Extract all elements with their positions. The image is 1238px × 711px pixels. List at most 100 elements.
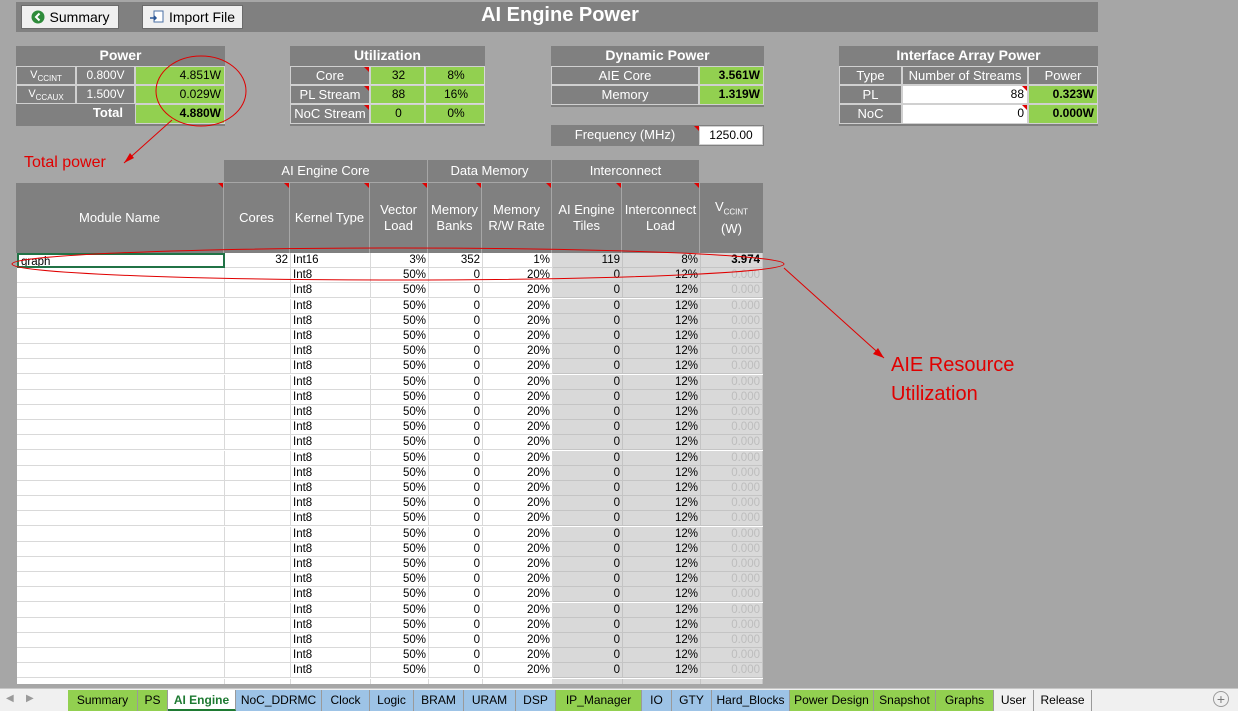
- vector-load-cell[interactable]: 50%: [371, 602, 429, 618]
- vector-load-cell[interactable]: 50%: [371, 450, 429, 466]
- memory-rw-cell[interactable]: 20%: [483, 481, 553, 496]
- vector-load-cell[interactable]: 50%: [371, 481, 429, 496]
- kernel-type-cell[interactable]: Int8: [291, 329, 371, 344]
- cores-cell[interactable]: [225, 617, 291, 633]
- memory-rw-cell[interactable]: 20%: [483, 268, 553, 284]
- cores-cell[interactable]: [225, 587, 291, 603]
- memory-banks-cell[interactable]: 0: [429, 648, 483, 664]
- module-name-cell[interactable]: [17, 572, 225, 588]
- kernel-type-cell[interactable]: Int8: [291, 313, 371, 329]
- vector-load-cell[interactable]: 50%: [371, 389, 429, 405]
- cores-cell[interactable]: [225, 298, 291, 314]
- tab-scroll-right-icon[interactable]: ▶: [26, 693, 34, 704]
- memory-rw-cell[interactable]: 20%: [483, 344, 553, 360]
- kernel-type-cell[interactable]: Int8: [291, 648, 371, 664]
- memory-banks-cell[interactable]: 0: [429, 389, 483, 405]
- module-name-cell[interactable]: [17, 648, 225, 664]
- module-name-cell[interactable]: [17, 420, 225, 436]
- kernel-type-cell[interactable]: Int8: [291, 450, 371, 466]
- cores-cell[interactable]: [225, 329, 291, 344]
- vector-load-cell[interactable]: 50%: [371, 329, 429, 344]
- module-name-cell[interactable]: [17, 481, 225, 496]
- memory-rw-cell[interactable]: 20%: [483, 465, 553, 481]
- module-name-cell[interactable]: [17, 511, 225, 527]
- sheet-tab-uram[interactable]: URAM: [464, 690, 516, 711]
- module-name-cell[interactable]: [17, 633, 225, 648]
- vector-load-cell[interactable]: 50%: [371, 572, 429, 588]
- memory-banks-cell[interactable]: 0: [429, 329, 483, 344]
- vector-load-cell[interactable]: 50%: [371, 465, 429, 481]
- memory-banks-cell[interactable]: 0: [429, 283, 483, 299]
- module-name-cell[interactable]: [17, 465, 225, 481]
- vector-load-cell[interactable]: 50%: [371, 633, 429, 648]
- module-name-cell[interactable]: [17, 374, 225, 390]
- memory-rw-cell[interactable]: 20%: [483, 405, 553, 420]
- kernel-type-cell[interactable]: Int8: [291, 298, 371, 314]
- kernel-type-cell[interactable]: Int8: [291, 420, 371, 436]
- cores-cell[interactable]: [225, 374, 291, 390]
- memory-rw-cell[interactable]: 20%: [483, 572, 553, 588]
- cores-cell[interactable]: [225, 450, 291, 466]
- kernel-type-cell[interactable]: Int8: [291, 557, 371, 572]
- memory-banks-cell[interactable]: 0: [429, 541, 483, 557]
- cores-cell[interactable]: [225, 663, 291, 679]
- vector-load-cell[interactable]: 50%: [371, 344, 429, 360]
- kernel-type-cell[interactable]: Int8: [291, 511, 371, 527]
- memory-banks-cell[interactable]: 0: [429, 557, 483, 572]
- cores-cell[interactable]: [225, 678, 291, 684]
- vector-load-cell[interactable]: 50%: [371, 420, 429, 436]
- sheet-tab-ps[interactable]: PS: [138, 690, 168, 711]
- vector-load-cell[interactable]: 50%: [371, 526, 429, 542]
- memory-banks-cell[interactable]: 0: [429, 526, 483, 542]
- vector-load-cell[interactable]: 50%: [371, 359, 429, 375]
- memory-rw-cell[interactable]: 20%: [483, 602, 553, 618]
- vector-load-cell[interactable]: 3%: [371, 253, 429, 268]
- memory-rw-cell[interactable]: 20%: [483, 663, 553, 679]
- memory-banks-cell[interactable]: 0: [429, 633, 483, 648]
- cores-cell[interactable]: [225, 526, 291, 542]
- ia-noc-streams[interactable]: 0: [902, 104, 1028, 124]
- module-name-cell[interactable]: [17, 313, 225, 329]
- kernel-type-cell[interactable]: Int8: [291, 633, 371, 648]
- vector-load-cell[interactable]: 50%: [371, 511, 429, 527]
- cores-cell[interactable]: [225, 496, 291, 512]
- vector-load-cell[interactable]: 50%: [371, 541, 429, 557]
- sheet-tab-snapshot[interactable]: Snapshot: [874, 690, 936, 711]
- memory-rw-cell[interactable]: 20%: [483, 648, 553, 664]
- sheet-tab-ip-manager[interactable]: IP_Manager: [556, 690, 642, 711]
- vector-load-cell[interactable]: 50%: [371, 283, 429, 299]
- module-name-cell[interactable]: [17, 389, 225, 405]
- memory-banks-cell[interactable]: 0: [429, 481, 483, 496]
- sheet-tab-hard-blocks[interactable]: Hard_Blocks: [712, 690, 790, 711]
- module-name-cell[interactable]: [17, 405, 225, 420]
- memory-rw-cell[interactable]: 20%: [483, 389, 553, 405]
- vector-load-cell[interactable]: 50%: [371, 435, 429, 451]
- memory-banks-cell[interactable]: 0: [429, 663, 483, 679]
- memory-rw-cell[interactable]: [483, 678, 553, 684]
- cores-cell[interactable]: [225, 313, 291, 329]
- memory-banks-cell[interactable]: 0: [429, 496, 483, 512]
- module-name-cell[interactable]: [17, 283, 225, 299]
- cores-cell[interactable]: [225, 283, 291, 299]
- kernel-type-cell[interactable]: Int8: [291, 541, 371, 557]
- kernel-type-cell[interactable]: Int8: [291, 405, 371, 420]
- memory-rw-cell[interactable]: 1%: [483, 253, 553, 268]
- sheet-tab-dsp[interactable]: DSP: [516, 690, 556, 711]
- module-name-cell[interactable]: [17, 602, 225, 618]
- memory-banks-cell[interactable]: 0: [429, 572, 483, 588]
- memory-rw-cell[interactable]: 20%: [483, 298, 553, 314]
- module-name-cell[interactable]: [17, 268, 225, 284]
- kernel-type-cell[interactable]: Int8: [291, 283, 371, 299]
- vector-load-cell[interactable]: 50%: [371, 557, 429, 572]
- frequency-input[interactable]: 1250.00: [699, 126, 763, 145]
- ia-pl-streams[interactable]: 88: [902, 85, 1028, 104]
- cores-cell[interactable]: [225, 389, 291, 405]
- cores-cell[interactable]: [225, 465, 291, 481]
- vector-load-cell[interactable]: 50%: [371, 298, 429, 314]
- memory-banks-cell[interactable]: 0: [429, 587, 483, 603]
- vector-load-cell[interactable]: 50%: [371, 587, 429, 603]
- memory-rw-cell[interactable]: 20%: [483, 587, 553, 603]
- sheet-tab-user[interactable]: User: [994, 690, 1034, 711]
- cores-cell[interactable]: [225, 572, 291, 588]
- memory-rw-cell[interactable]: 20%: [483, 617, 553, 633]
